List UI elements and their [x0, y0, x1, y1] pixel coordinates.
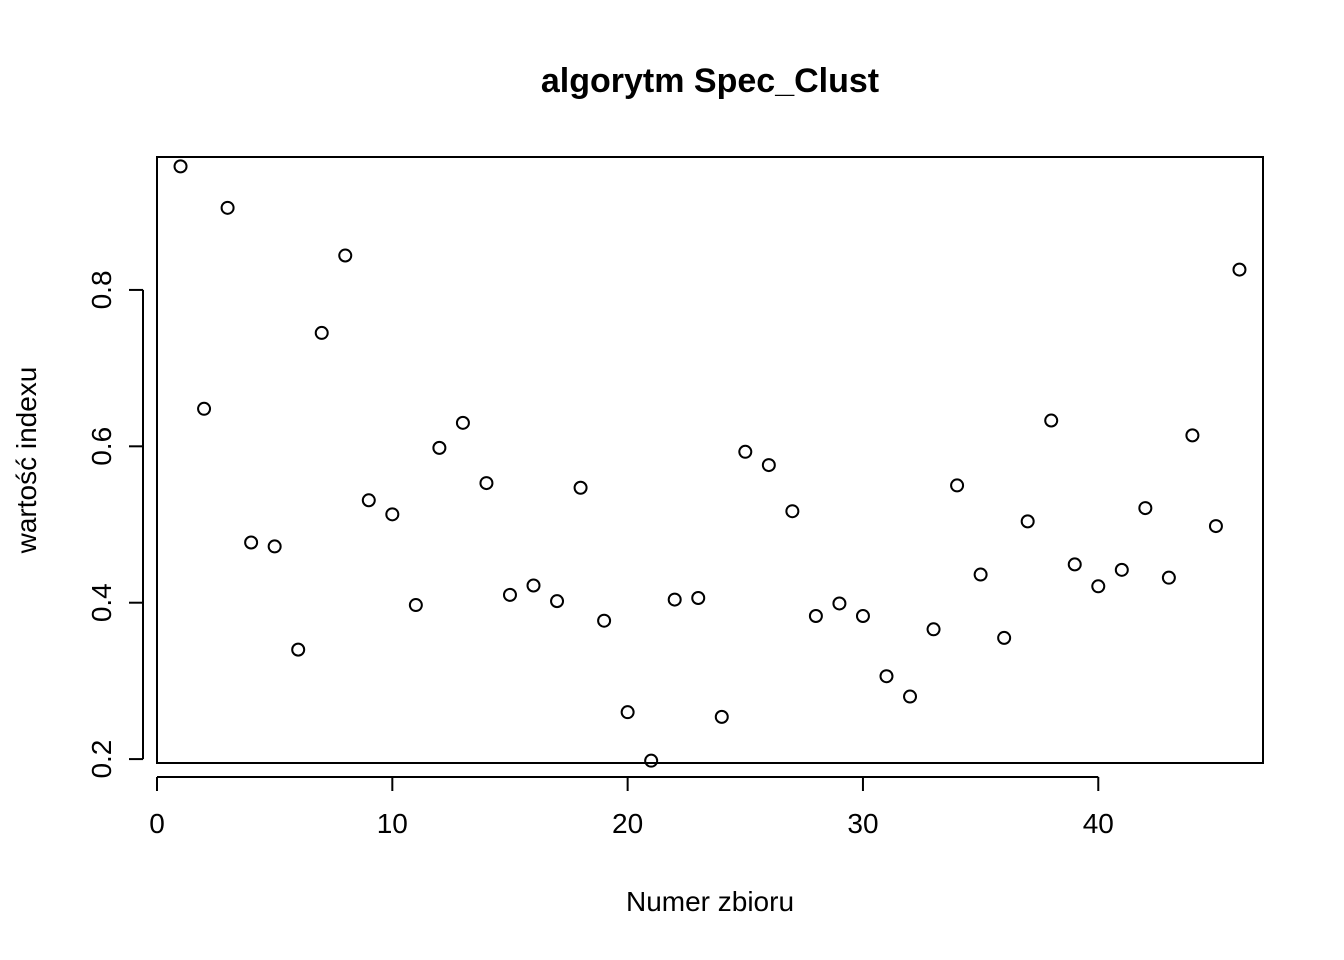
- data-point: [361, 493, 376, 508]
- data-point: [1232, 262, 1247, 277]
- data-point: [244, 535, 259, 550]
- data-point: [502, 587, 517, 602]
- data-point: [1091, 579, 1106, 594]
- data-point: [314, 325, 329, 340]
- data-point: [1067, 557, 1082, 572]
- plot-frame: [156, 156, 1264, 764]
- data-point: [1020, 514, 1035, 529]
- chart-title: algorytm Spec_Clust: [541, 62, 879, 100]
- data-point: [973, 567, 988, 582]
- y-axis: 0.2 0.4 0.6 0.8: [86, 270, 144, 779]
- data-point: [597, 613, 612, 628]
- data-point: [550, 594, 565, 609]
- data-point: [573, 480, 588, 495]
- x-tick-label: 0: [149, 808, 165, 839]
- data-point: [479, 476, 494, 491]
- data-point: [1185, 428, 1200, 443]
- x-tick-label: 20: [612, 808, 643, 839]
- data-point: [1208, 519, 1223, 534]
- data-point: [761, 458, 776, 473]
- data-point: [1044, 413, 1059, 428]
- data-point: [455, 415, 470, 430]
- data-point: [691, 591, 706, 606]
- data-point: [950, 478, 965, 493]
- y-tick-label: 0.2: [86, 740, 117, 779]
- data-point: [997, 630, 1012, 645]
- y-tick-label: 0.4: [86, 583, 117, 622]
- data-point: [1161, 570, 1176, 585]
- data-point: [667, 592, 682, 607]
- data-point: [267, 539, 282, 554]
- x-axis-label: Numer zbioru: [626, 886, 794, 917]
- data-point: [879, 669, 894, 684]
- data-point: [1138, 501, 1153, 516]
- data-points: [173, 159, 1247, 768]
- data-point: [738, 444, 753, 459]
- x-tick-label: 40: [1083, 808, 1114, 839]
- data-point: [832, 596, 847, 611]
- data-point: [926, 622, 941, 637]
- data-point: [408, 598, 423, 613]
- x-axis: 0 10 20 30 40: [149, 776, 1114, 839]
- data-point: [785, 504, 800, 519]
- x-tick-label: 30: [847, 808, 878, 839]
- data-point: [338, 248, 353, 263]
- y-tick-label: 0.8: [86, 270, 117, 309]
- data-point: [644, 753, 659, 768]
- data-point: [855, 608, 870, 623]
- data-point: [432, 440, 447, 455]
- data-point: [385, 507, 400, 522]
- data-point: [903, 689, 918, 704]
- data-point: [173, 159, 188, 174]
- x-tick-label: 10: [377, 808, 408, 839]
- y-axis-label: wartość indexu: [11, 367, 42, 555]
- data-point: [808, 608, 823, 623]
- data-point: [1114, 562, 1129, 577]
- data-point: [620, 705, 635, 720]
- y-tick-label: 0.6: [86, 427, 117, 466]
- data-point: [220, 200, 235, 215]
- data-point: [197, 401, 212, 416]
- data-point: [714, 709, 729, 724]
- data-point: [291, 642, 306, 657]
- data-point: [526, 578, 541, 593]
